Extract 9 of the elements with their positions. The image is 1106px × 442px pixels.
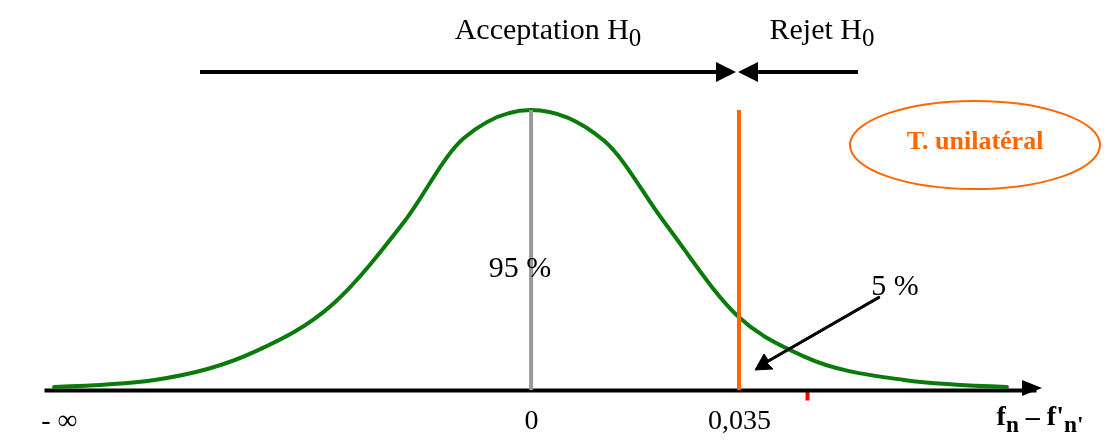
text: Rejet H$_{0}$ bbox=[769, 12, 875, 52]
annotation: 95 % bbox=[488, 250, 552, 284]
x-tick-label: 0,035 bbox=[707, 403, 771, 435]
x-axis-title: f$_{n}$ – f'$_{n'}$ bbox=[996, 400, 1084, 438]
x-tick-label: - ∞ bbox=[41, 403, 78, 435]
annotation: 5 % bbox=[871, 268, 919, 302]
x-tick-label: 0 bbox=[524, 403, 539, 435]
text: Acceptation H$_{0}$ bbox=[454, 12, 642, 52]
annotation: T. unilatéral bbox=[906, 126, 1044, 156]
